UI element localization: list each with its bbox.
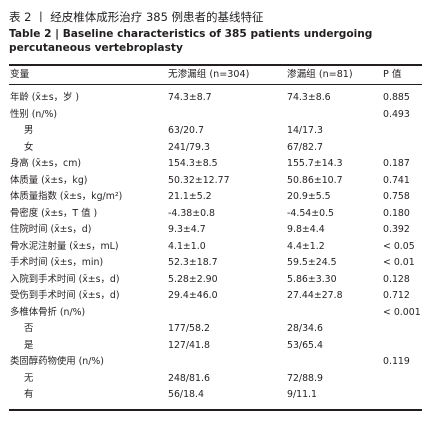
row-label: 性别 (n/%): [10, 108, 58, 120]
cell-value: 127/41.8: [168, 339, 210, 351]
p-value: 0.712: [383, 290, 410, 302]
p-value: < 0.001: [383, 306, 421, 318]
row-label: 是: [24, 339, 34, 351]
row-label: 体质量指数 (x̄±s，kg/m²): [10, 191, 123, 203]
cell-value: 241/79.3: [168, 141, 210, 153]
cell-value: 248/81.6: [168, 372, 210, 384]
cell-value: -4.38±0.8: [168, 207, 216, 219]
cell-value: 4.1±1.0: [168, 240, 206, 252]
cell-value: 53/65.4: [287, 339, 323, 351]
p-value: 0.493: [383, 108, 410, 120]
cell-value: 63/20.7: [168, 125, 204, 137]
cell-value: 74.3±8.6: [287, 92, 331, 103]
row-label: 类固醇药物使用 (n/%): [10, 356, 104, 368]
cell-value: 56/18.4: [168, 389, 204, 401]
cell-value: 5.28±2.90: [168, 273, 218, 285]
row-label: 骨密度 (x̄±s，T 值 ): [10, 207, 98, 219]
cell-value: 14/17.3: [287, 125, 323, 137]
column-header: 变量: [10, 69, 30, 80]
row-label: 手术时间 (x̄±s，min): [10, 257, 104, 269]
p-value: 0.180: [383, 207, 410, 219]
p-value: < 0.05: [383, 240, 415, 252]
cell-value: 20.9±5.5: [287, 191, 331, 203]
row-label: 受伤到手术时间 (x̄±s，d): [10, 290, 120, 302]
cell-value: -4.54±0.5: [287, 207, 335, 219]
p-value: < 0.01: [383, 257, 415, 269]
p-value: 0.758: [383, 191, 410, 203]
p-value: 0.119: [383, 356, 410, 368]
row-label: 女: [24, 141, 34, 153]
column-header: 无渗漏组 (n=304): [168, 69, 250, 80]
row-label: 年龄 (x̄±s，岁 ): [10, 92, 80, 103]
cell-value: 67/82.7: [287, 141, 323, 153]
cell-value: 155.7±14.3: [287, 158, 343, 170]
row-label: 住院时间 (x̄±s，d): [10, 224, 92, 236]
row-label: 体质量 (x̄±s，kg): [10, 174, 88, 186]
cell-value: 154.3±8.5: [168, 158, 218, 170]
row-label: 骨水泥注射量 (x̄±s，mL): [10, 240, 119, 252]
cell-value: 50.32±12.77: [168, 174, 230, 186]
cell-value: 72/88.9: [287, 372, 323, 384]
cell-value: 9.3±4.7: [168, 224, 206, 236]
row-label: 多椎体骨折 (n/%): [10, 306, 86, 318]
cell-value: 52.3±18.7: [168, 257, 218, 269]
cell-value: 74.3±8.7: [168, 92, 212, 103]
cell-value: 9.8±4.4: [287, 224, 325, 236]
row-label: 有: [24, 389, 34, 401]
table-title: 表 2 丨 经皮椎体成形治疗 385 例患者的基线特征: [9, 10, 264, 24]
cell-value: 5.86±3.30: [287, 273, 337, 285]
row-label: 无: [24, 372, 34, 384]
cell-value: 59.5±24.5: [287, 257, 337, 269]
row-label: 入院到手术时间 (x̄±s，d): [10, 273, 120, 285]
cell-value: 27.44±27.8: [287, 290, 343, 302]
column-header: P 值: [383, 69, 402, 80]
p-value: 0.128: [383, 273, 410, 285]
top-rule: [9, 64, 422, 66]
p-value: 0.741: [383, 174, 410, 186]
p-value: 0.187: [383, 158, 410, 170]
cell-value: 28/34.6: [287, 323, 323, 335]
row-label: 身高 (x̄±s，cm): [10, 158, 81, 170]
cell-value: 4.4±1.2: [287, 240, 325, 252]
table-subtitle: Table 2 | Baseline characteristics of 38…: [9, 28, 373, 54]
cell-value: 9/11.1: [287, 389, 317, 401]
p-value: 0.885: [383, 92, 410, 103]
row-label: 否: [24, 323, 34, 335]
cell-value: 29.4±46.0: [168, 290, 218, 302]
cell-value: 177/58.2: [168, 323, 210, 335]
cell-value: 21.1±5.2: [168, 191, 212, 203]
p-value: 0.392: [383, 224, 410, 236]
bottom-rule: [9, 409, 422, 411]
row-label: 男: [24, 125, 34, 137]
cell-value: 50.86±10.7: [287, 174, 343, 186]
column-header: 渗漏组 (n=81): [287, 69, 353, 80]
header-rule: [9, 84, 422, 85]
